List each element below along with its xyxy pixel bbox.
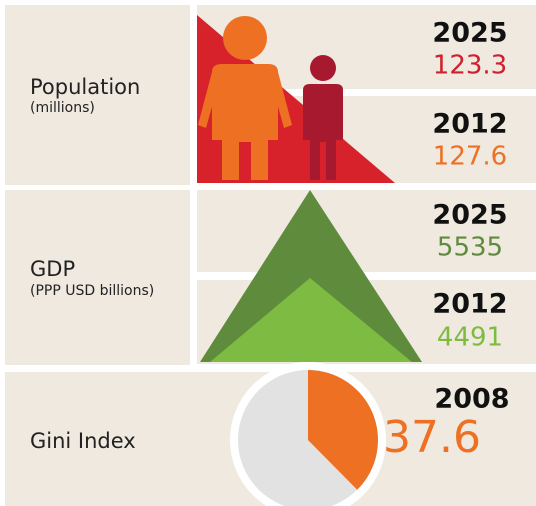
light-green-triangle <box>210 278 412 362</box>
year: 2008 <box>434 384 509 415</box>
year: 2025 <box>432 18 507 49</box>
pie-wedge <box>308 370 378 490</box>
label: Population <box>30 75 140 99</box>
value: 127.6 <box>433 142 507 172</box>
year: 2012 <box>432 109 507 140</box>
panel <box>197 190 536 272</box>
panel <box>5 190 190 365</box>
year: 2012 <box>432 289 507 320</box>
value: 123.3 <box>433 51 507 81</box>
year: 2025 <box>432 200 507 231</box>
people-icon <box>198 16 343 180</box>
unit: (millions) <box>30 100 95 116</box>
value: 37.6 <box>383 412 481 463</box>
unit: (PPP USD billions) <box>30 283 154 299</box>
value: 5535 <box>437 233 503 263</box>
panel <box>5 5 190 185</box>
value: 4491 <box>437 323 503 353</box>
label: Gini Index <box>30 429 136 453</box>
panel <box>291 96 536 183</box>
green-triangle <box>200 190 422 362</box>
label: GDP <box>30 257 75 281</box>
